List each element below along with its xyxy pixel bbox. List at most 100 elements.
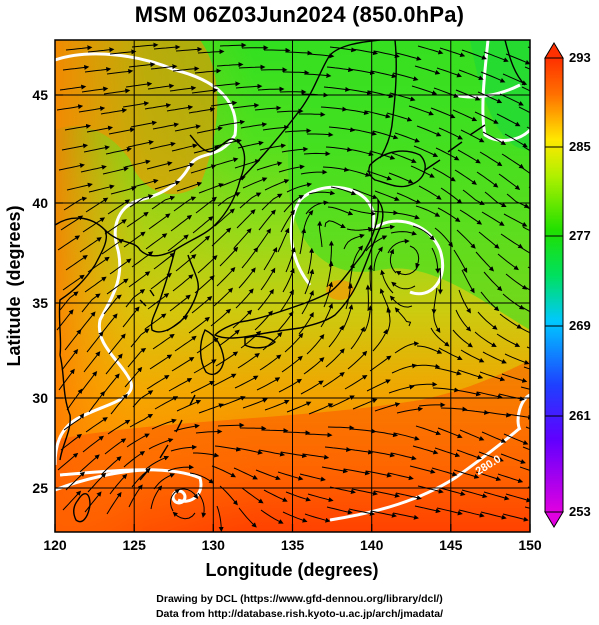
streamline bbox=[415, 205, 441, 217]
streamline bbox=[176, 399, 202, 412]
streamline bbox=[127, 347, 147, 368]
streamline bbox=[103, 294, 122, 315]
streamline bbox=[123, 231, 146, 248]
streamline bbox=[320, 106, 348, 112]
streamline bbox=[193, 452, 220, 458]
streamline bbox=[238, 267, 256, 289]
streamline bbox=[301, 92, 329, 98]
streamline bbox=[414, 505, 441, 514]
streamline bbox=[371, 430, 399, 438]
streamline bbox=[198, 403, 224, 414]
streamline bbox=[440, 187, 463, 204]
streamline bbox=[171, 143, 198, 152]
streamline bbox=[87, 256, 110, 273]
streamline bbox=[188, 107, 216, 114]
streamline bbox=[213, 81, 241, 87]
streamline bbox=[344, 168, 371, 177]
streamline bbox=[345, 283, 353, 310]
streamline bbox=[198, 183, 224, 194]
streamline bbox=[219, 246, 239, 267]
streamline bbox=[65, 45, 93, 51]
streamline bbox=[283, 195, 305, 213]
streamline bbox=[304, 268, 315, 295]
streamline bbox=[347, 350, 368, 370]
streamline bbox=[215, 138, 242, 147]
streamline bbox=[191, 87, 219, 94]
streamline bbox=[237, 353, 260, 369]
streamline bbox=[478, 451, 504, 462]
streamline bbox=[80, 164, 107, 173]
streamline bbox=[86, 331, 104, 353]
streamline bbox=[524, 286, 530, 291]
streamline bbox=[456, 449, 482, 460]
streamline bbox=[264, 399, 290, 411]
streamline bbox=[276, 108, 304, 114]
streamline bbox=[410, 381, 438, 387]
streamline bbox=[372, 130, 399, 140]
streamline bbox=[153, 252, 175, 270]
streamline bbox=[369, 355, 392, 372]
colorbar-label: 261 bbox=[569, 408, 591, 423]
streamline bbox=[300, 380, 324, 395]
streamline bbox=[461, 489, 488, 499]
streamline bbox=[110, 393, 128, 415]
streamline bbox=[394, 132, 420, 143]
streamline bbox=[366, 379, 391, 392]
streamline bbox=[153, 44, 181, 50]
streamline bbox=[304, 73, 332, 79]
streamline bbox=[330, 395, 355, 408]
x-tick-label: 140 bbox=[360, 537, 384, 553]
streamline bbox=[149, 141, 176, 150]
streamline bbox=[217, 422, 245, 428]
streamline bbox=[196, 337, 219, 354]
streamline bbox=[308, 190, 336, 196]
streamline bbox=[414, 65, 441, 75]
streamline bbox=[65, 471, 86, 491]
streamline bbox=[474, 111, 499, 124]
streamline bbox=[56, 309, 74, 331]
streamline bbox=[210, 308, 232, 327]
streamline bbox=[84, 491, 102, 513]
streamline bbox=[365, 284, 371, 312]
streamline bbox=[280, 451, 308, 459]
streamline bbox=[433, 87, 459, 98]
streamline bbox=[173, 423, 200, 432]
streamline bbox=[102, 166, 129, 175]
streamline bbox=[197, 255, 218, 274]
streamline bbox=[431, 247, 441, 274]
streamline bbox=[131, 468, 151, 488]
streamline bbox=[391, 152, 417, 164]
streamline bbox=[320, 303, 333, 328]
streamline bbox=[85, 197, 109, 213]
streamline bbox=[390, 452, 417, 461]
streamline bbox=[217, 192, 241, 207]
streamline bbox=[175, 254, 197, 272]
streamline bbox=[366, 170, 393, 181]
streamline bbox=[505, 273, 528, 290]
streamline bbox=[303, 151, 331, 157]
streamline bbox=[457, 149, 481, 164]
streamline bbox=[210, 100, 238, 107]
streamline bbox=[521, 86, 530, 92]
streamline bbox=[500, 453, 526, 464]
streamline bbox=[285, 246, 296, 273]
streamline bbox=[503, 433, 529, 445]
x-tick-label: 130 bbox=[202, 537, 226, 553]
streamline bbox=[438, 127, 463, 140]
streamline bbox=[282, 511, 308, 523]
streamline bbox=[345, 88, 373, 96]
x-axis-title: Longitude (degrees) bbox=[205, 560, 378, 580]
streamline bbox=[83, 145, 110, 153]
streamline bbox=[505, 493, 530, 503]
streamline bbox=[81, 86, 109, 93]
colorbar-scale bbox=[544, 57, 564, 513]
streamline bbox=[260, 267, 276, 291]
streamline bbox=[374, 190, 400, 201]
streamline bbox=[452, 329, 473, 348]
streamline bbox=[195, 196, 217, 214]
streamline bbox=[194, 275, 215, 294]
streamline bbox=[305, 432, 333, 438]
streamline bbox=[368, 450, 396, 458]
streamline bbox=[330, 186, 357, 196]
streamline bbox=[524, 506, 530, 509]
